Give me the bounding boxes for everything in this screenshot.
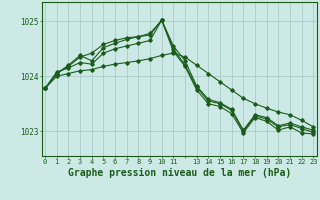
X-axis label: Graphe pression niveau de la mer (hPa): Graphe pression niveau de la mer (hPa) bbox=[68, 168, 291, 178]
